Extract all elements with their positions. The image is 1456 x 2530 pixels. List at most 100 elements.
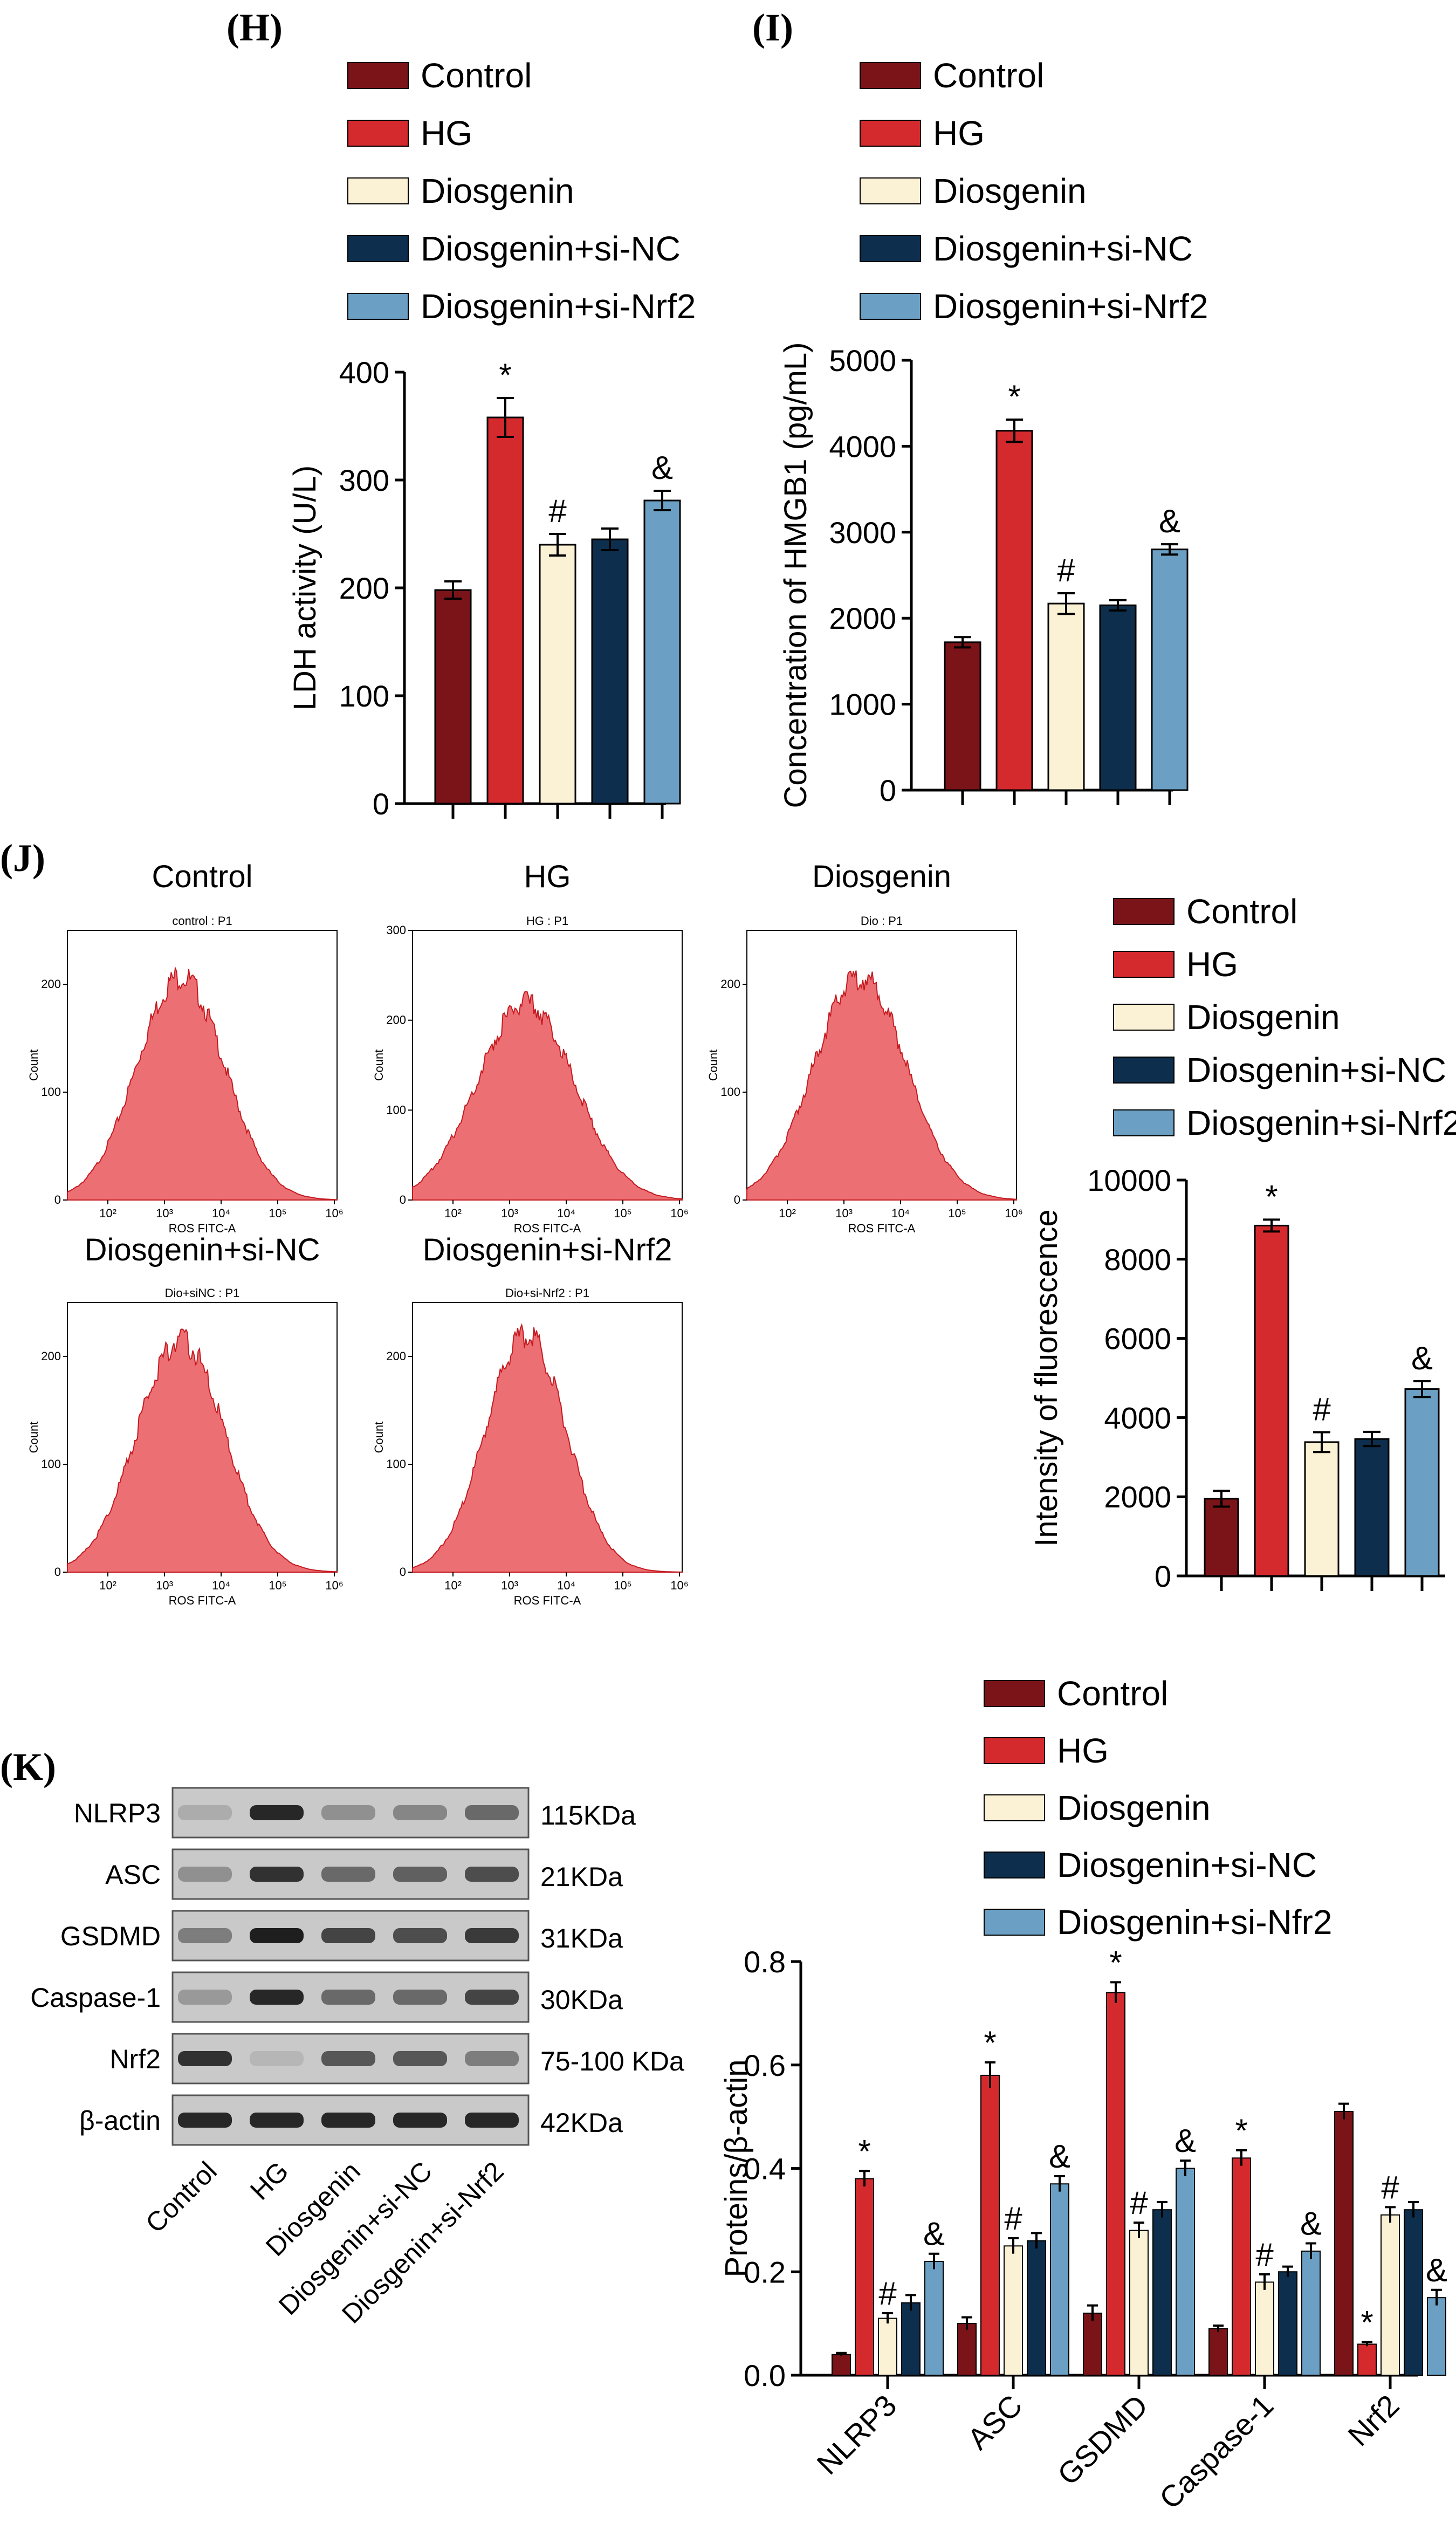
- blot-lane-label-control: Control: [140, 2156, 223, 2239]
- flow-cytometry-panel: Control control : P1 0 100 200 10² 10³ 10⁴ 10⁵ 10…: [27, 859, 1023, 1607]
- y-tick-label: 0: [880, 773, 896, 807]
- bar-gsdmd-diosgenin-si-nc: [1152, 2209, 1172, 2376]
- flow-x-tick-label: 10⁵: [269, 1579, 287, 1592]
- y-axis-label: LDH activity (U/L): [287, 465, 322, 710]
- flow-x-tick-label: 10³: [835, 1206, 853, 1220]
- legend-label-diosgenin: Diosgenin: [1057, 1788, 1211, 1827]
- significance-marker: #: [878, 2275, 897, 2312]
- blot-kda-label-caspase-1: 30KDa: [540, 1985, 623, 2015]
- bar-hg: [486, 416, 524, 805]
- bar-diosgenin-si-nrf2: [1404, 1388, 1440, 1577]
- flow-x-tick-label: 10⁶: [670, 1206, 689, 1220]
- legend-swatch-diosgenin-si-nrf2: [860, 293, 921, 320]
- significance-marker: &: [1175, 2123, 1196, 2159]
- flow-x-tick-label: 10³: [501, 1206, 518, 1220]
- chart-hmgb1-concentration: 0 1000 2000 3000 4000 5000 * # & Concentration of…: [778, 342, 1189, 808]
- bar-control: [434, 589, 472, 805]
- bar-gsdmd-control: [1083, 2312, 1102, 2376]
- blot-band-gsdmd: [321, 1928, 375, 1943]
- bar-hg: [995, 430, 1033, 791]
- legend-label-diosgenin: Diosgenin: [421, 172, 574, 210]
- significance-marker: #: [1313, 1391, 1331, 1428]
- flow-y-tick-label: 100: [41, 1457, 61, 1471]
- flow-subtitle-diosgenin-si-nc: Dio+siNC : P1: [165, 1286, 240, 1300]
- bar-diosgenin-si-nc: [591, 538, 629, 805]
- flow-x-tick-label: 10⁵: [614, 1206, 632, 1220]
- flow-x-tick-label: 10³: [156, 1579, 173, 1592]
- blot-band-actin: [321, 2113, 375, 2128]
- flow-y-tick-label: 200: [386, 1013, 406, 1027]
- significance-marker: #: [1004, 2200, 1022, 2237]
- bar-gsdmd-hg: [1106, 1992, 1125, 2376]
- y-tick-label: 100: [339, 679, 389, 713]
- y-axis-label: Intensity of fluorescence: [1029, 1209, 1064, 1546]
- blot-kda-label-asc: 21KDa: [540, 1862, 623, 1892]
- panel-label-k: (K): [0, 1745, 56, 1788]
- bar-diosgenin: [1304, 1441, 1340, 1577]
- blot-band-nlrp3: [321, 1805, 375, 1820]
- flow-x-tick-label: 10⁴: [212, 1206, 230, 1220]
- significance-marker: &: [1411, 1340, 1433, 1376]
- flow-x-tick-label: 10⁴: [212, 1579, 230, 1592]
- flow-y-tick-label: 200: [41, 977, 61, 991]
- flow-title-diosgenin: Diosgenin: [812, 859, 951, 894]
- flow-y-axis-label: Count: [372, 1422, 386, 1453]
- bar-caspase-1-control: [1208, 2328, 1228, 2376]
- flow-x-axis-label: ROS FITC-A: [514, 1594, 581, 1607]
- y-tick-label: 400: [339, 355, 389, 389]
- blot-band-caspase-1: [465, 1990, 519, 2005]
- flow-title-hg: HG: [524, 859, 571, 894]
- legend-label-hg: HG: [933, 114, 985, 153]
- y-tick-label: 0: [1155, 1559, 1171, 1593]
- legend-label-diosgenin-si-nrf2: Diosgenin+si-Nrf2: [421, 287, 696, 326]
- bar-asc-control: [957, 2323, 977, 2376]
- blot-band-caspase-1: [178, 1990, 232, 2005]
- blot-lane-label-hg: HG: [244, 2156, 294, 2206]
- legend-swatch-control: [860, 62, 921, 89]
- blot-band-gsdmd: [465, 1928, 519, 1943]
- significance-marker: #: [1057, 552, 1075, 588]
- y-tick-label: 4000: [1104, 1401, 1171, 1435]
- legend-swatch-diosgenin-si-nfr2: [984, 1909, 1045, 1936]
- legend-label-diosgenin: Diosgenin: [933, 172, 1087, 210]
- flow-y-tick-label: 0: [734, 1193, 740, 1206]
- legend-swatch-control: [347, 62, 409, 89]
- blot-band-asc: [178, 1867, 232, 1882]
- bar-gsdmd-diosgenin: [1129, 2230, 1149, 2376]
- legend-label-control: Control: [1057, 1674, 1168, 1713]
- blot-band-caspase-1: [250, 1990, 304, 2005]
- y-tick-label: 6000: [1104, 1322, 1171, 1356]
- blot-band-actin: [250, 2113, 304, 2128]
- legend-label-hg: HG: [421, 114, 472, 153]
- blot-protein-label-gsdmd: GSDMD: [60, 1921, 161, 1951]
- chart-fluorescence-intensity: 0 2000 4000 6000 8000 10000 * # & Intensity of fl…: [1029, 1163, 1445, 1593]
- legend-label-control: Control: [421, 56, 532, 95]
- blot-band-nlrp3: [393, 1805, 447, 1820]
- bar-nlrp3-control: [832, 2354, 851, 2376]
- flow-y-tick-label: 100: [720, 1085, 740, 1099]
- legend-swatch-diosgenin-si-nc: [984, 1852, 1045, 1878]
- bar-asc-diosgenin-si-nfr2: [1050, 2183, 1069, 2376]
- legend-swatch-diosgenin: [984, 1794, 1045, 1821]
- flow-y-tick-label: 100: [386, 1457, 406, 1471]
- flow-y-axis-label: Count: [27, 1422, 40, 1453]
- legend-swatch-diosgenin: [347, 177, 409, 204]
- flow-subtitle-diosgenin-si-nrf2: Dio+si-Nrf2 : P1: [505, 1286, 589, 1300]
- bar-nlrp3-diosgenin-si-nc: [901, 2302, 921, 2376]
- panel-label-j: (J): [0, 837, 45, 880]
- significance-marker: &: [651, 450, 673, 486]
- bar-caspase-1-diosgenin-si-nfr2: [1301, 2250, 1321, 2376]
- bar-caspase-1-diosgenin-si-nc: [1278, 2271, 1297, 2376]
- legend-label-control: Control: [933, 56, 1044, 95]
- y-tick-label: 2000: [1104, 1480, 1171, 1514]
- legend-swatch-control: [1113, 898, 1175, 925]
- flow-x-axis-label: ROS FITC-A: [169, 1594, 236, 1607]
- legend-label-diosgenin-si-nrf2: Diosgenin+si-Nrf2: [1186, 1103, 1456, 1142]
- y-axis-label: Concentration of HMGB1 (pg/mL): [778, 342, 813, 808]
- bar-diosgenin: [1047, 602, 1085, 791]
- x-tick-label-caspase-1: Caspase-1: [1152, 2388, 1280, 2515]
- blot-kda-label-nlrp3: 115KDa: [540, 1800, 636, 1830]
- bar-nlrp3-diosgenin-si-nfr2: [924, 2261, 944, 2376]
- significance-marker: *: [499, 357, 511, 393]
- legend-swatch-diosgenin-si-nc: [860, 235, 921, 262]
